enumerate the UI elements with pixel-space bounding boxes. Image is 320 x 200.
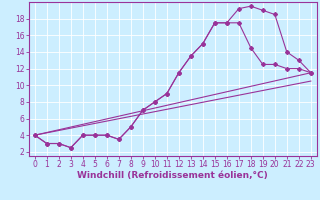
X-axis label: Windchill (Refroidissement éolien,°C): Windchill (Refroidissement éolien,°C): [77, 171, 268, 180]
